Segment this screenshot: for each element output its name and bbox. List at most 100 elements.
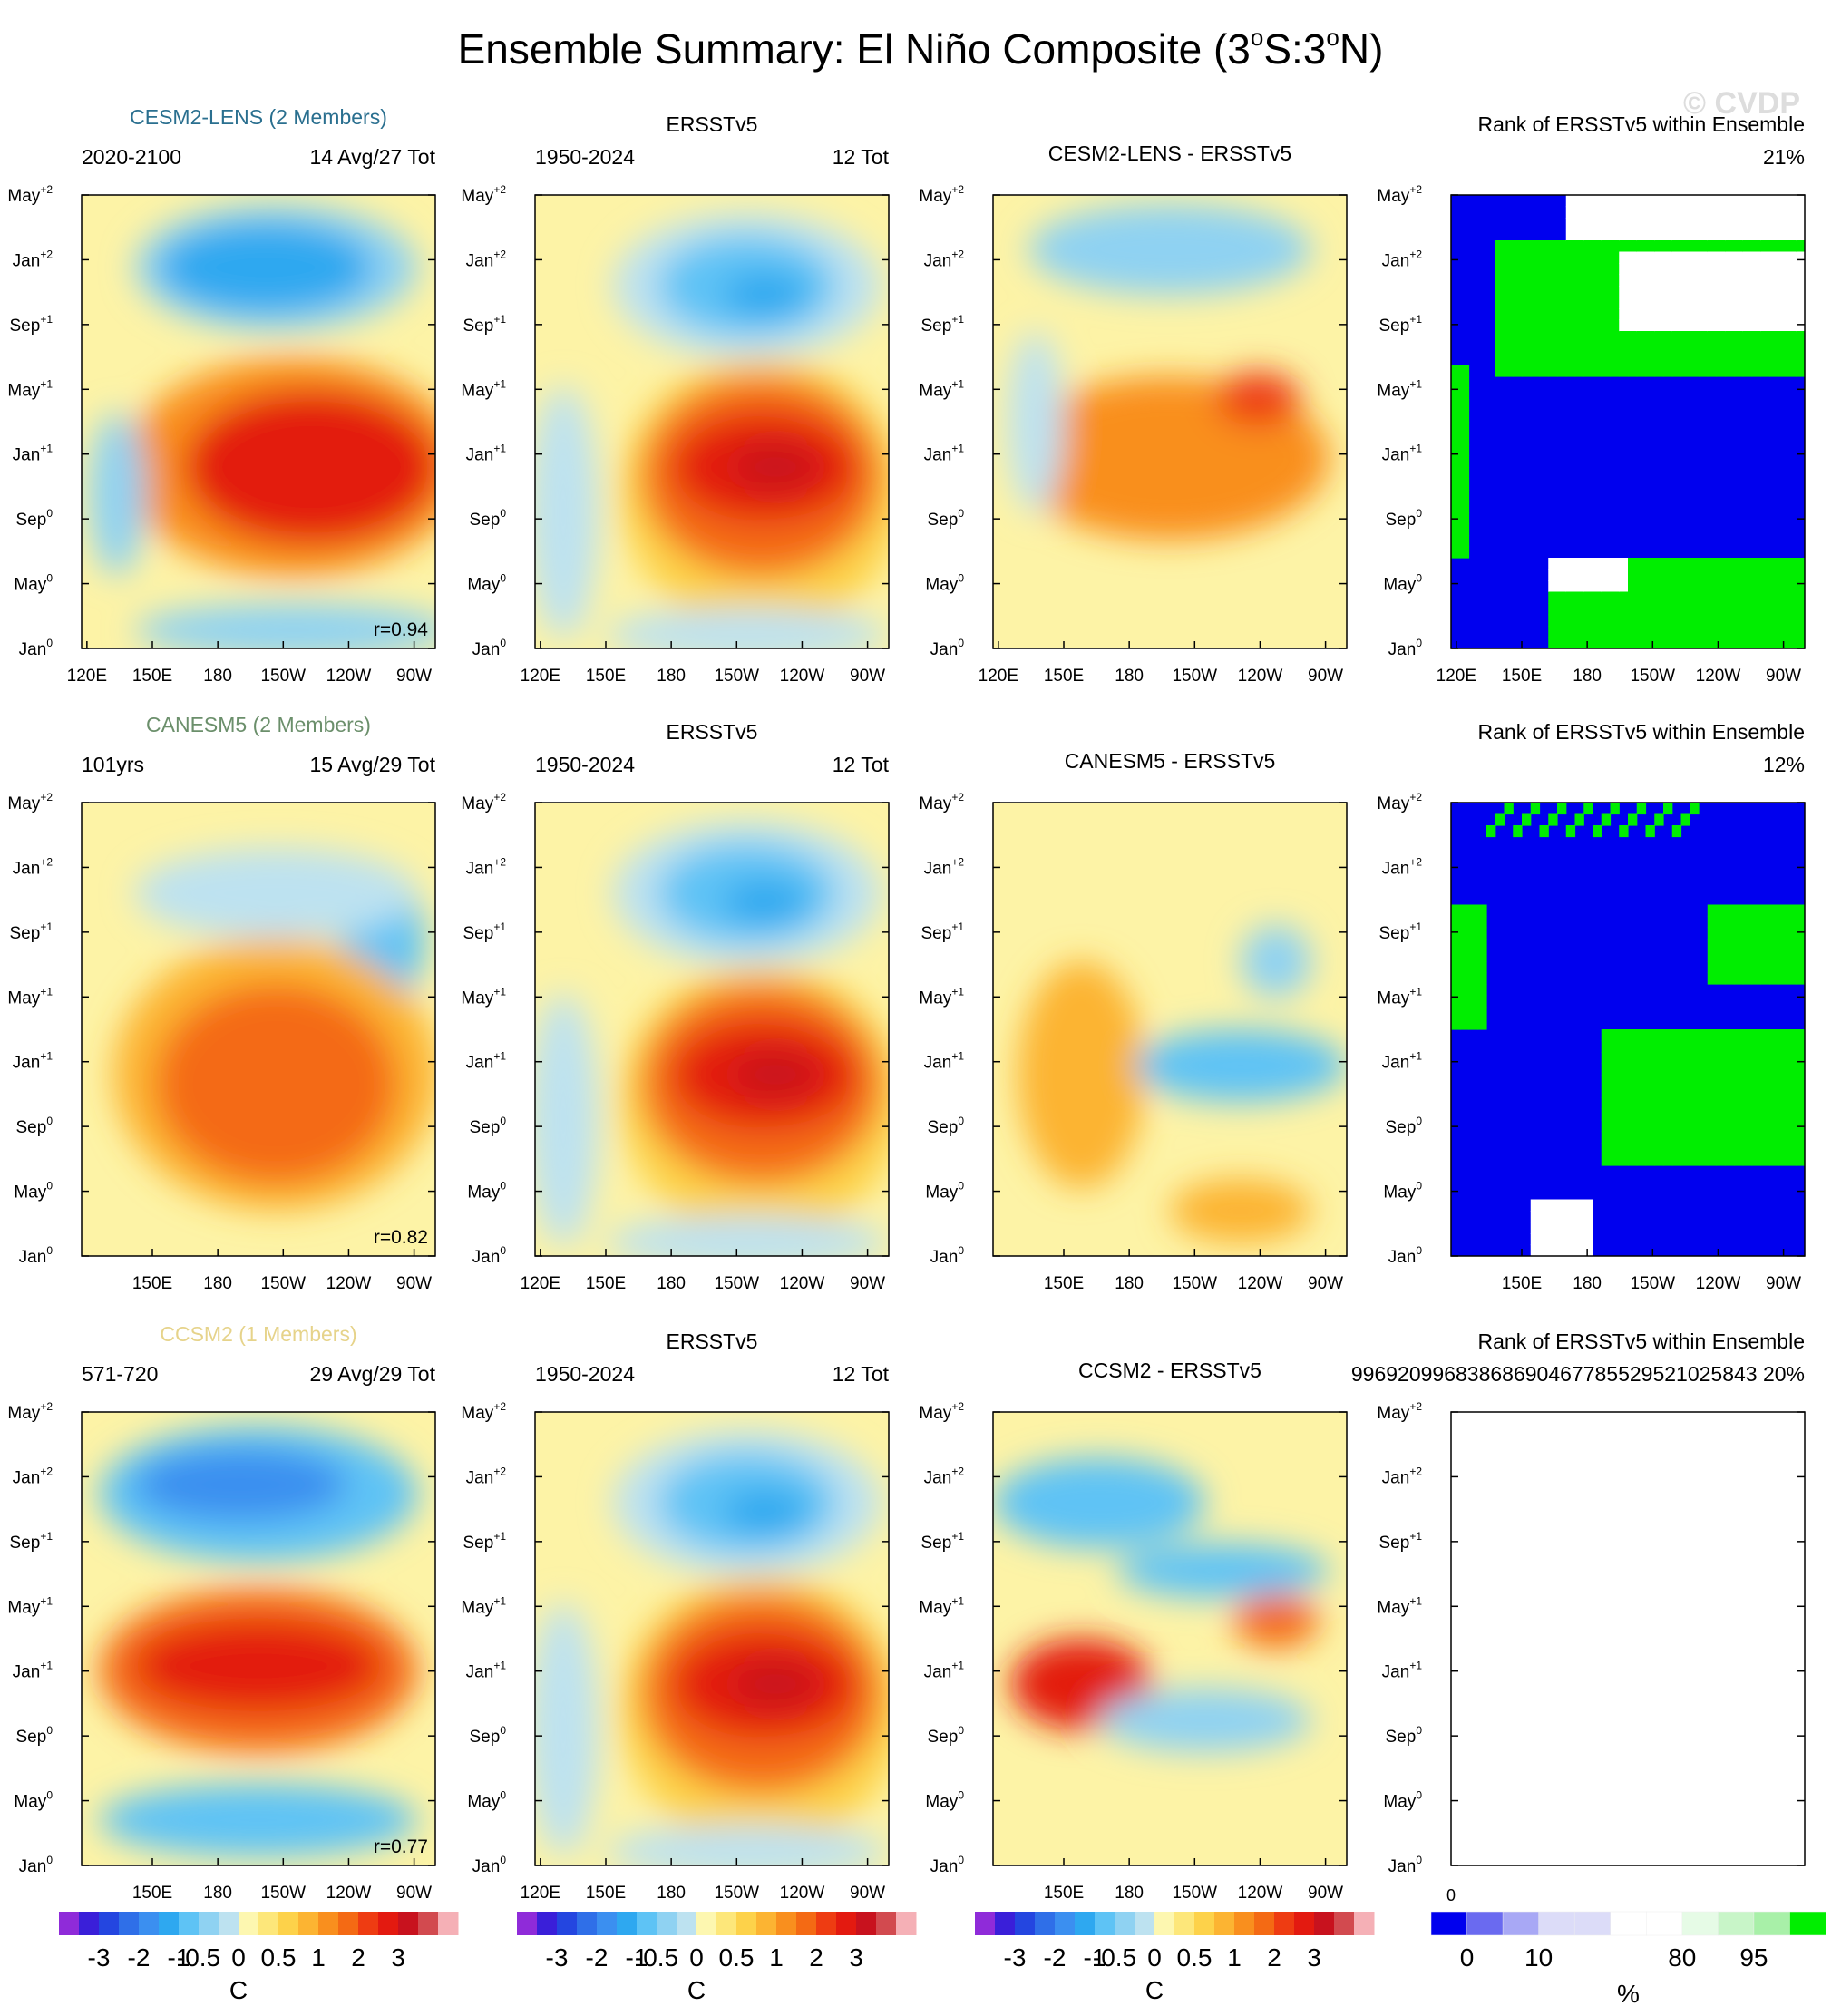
x-tick-label: 90W [396, 1274, 432, 1293]
y-tick-label: Jan+1 [924, 1660, 965, 1682]
colorbar-label: 1 [1227, 1943, 1242, 1972]
y-tick-label: Sep+1 [463, 920, 507, 943]
colorbar-label: 1 [769, 1943, 784, 1972]
colorbar-swatch [1753, 1911, 1791, 1936]
x-tick-label: 150W [714, 1884, 759, 1903]
y-tick-label: May+2 [461, 183, 506, 206]
y-tick-label: Sep+1 [463, 1530, 507, 1553]
x-tick-label: 90W [850, 1884, 885, 1903]
y-tick-label: May0 [925, 572, 964, 595]
x-tick-label: 120W [326, 667, 372, 686]
y-tick-label: Jan0 [930, 1854, 965, 1876]
y-tick-label: May+2 [7, 791, 53, 813]
x-tick-label: 150E [132, 1884, 172, 1903]
y-tick-label: May+1 [461, 985, 506, 1008]
y-tick-label: May0 [467, 1789, 506, 1812]
obs-count: 12 Tot [833, 145, 890, 169]
x-tick-label: 120W [326, 1274, 372, 1293]
x-tick-label: 90W [396, 1884, 432, 1903]
y-tick-label: Jan+1 [924, 443, 965, 465]
x-tick-label: 120E [521, 1884, 560, 1903]
colorbar-swatch [418, 1912, 439, 1935]
colorbar-label: 95 [1739, 1943, 1768, 1972]
y-tick-label: Jan0 [472, 637, 507, 659]
y-tick-label: May+1 [461, 377, 506, 400]
x-tick-label: 180 [1573, 1274, 1602, 1293]
y-tick-label: Jan0 [930, 1244, 965, 1267]
x-tick-label: 90W [1308, 667, 1343, 686]
x-tick-label: 90W [1766, 667, 1801, 686]
y-tick-label: May+1 [7, 985, 53, 1008]
colorbar-label: 3 [391, 1943, 405, 1972]
y-tick-label: Sep0 [16, 1115, 54, 1137]
y-tick-label: Jan+2 [1382, 1465, 1423, 1487]
colorbar-swatch [1194, 1912, 1215, 1935]
colorbar-swatch [1075, 1912, 1096, 1935]
panel-border [534, 1411, 890, 1866]
colorbar-swatch [1538, 1911, 1575, 1936]
colorbar-unit: C [229, 1976, 248, 2004]
model-name: CCSM2 (1 Members) [160, 1322, 356, 1346]
y-tick-label: Sep+1 [1379, 313, 1423, 336]
y-tick-label: May+2 [919, 791, 964, 813]
colorbar-label: -1 [1084, 1943, 1106, 1972]
panel-rank-3: May+2 Jan+2 Sep+1 May+1 Jan+1 Sep0 May0 Jan0 Ran… [1351, 1329, 1806, 1876]
y-tick-label: May+2 [919, 183, 964, 206]
colorbar-label: 0.5 [261, 1943, 297, 1972]
rank-colorbar: 0 10 80 95% 0 [1430, 1886, 1826, 2008]
y-tick-label: Jan0 [930, 637, 965, 659]
colorbar-label: 0.5 [719, 1943, 755, 1972]
contour-field [82, 195, 435, 648]
colorbar-swatch [816, 1912, 837, 1935]
obs-title: ERSSTv5 [667, 720, 758, 744]
y-tick-label: Sep0 [16, 507, 54, 530]
y-tick-label: May+1 [919, 985, 964, 1008]
x-tick-label: 180 [203, 1884, 232, 1903]
y-tick-label: Sep0 [16, 1724, 54, 1747]
y-tick-label: May0 [14, 1180, 53, 1203]
colorbar-swatch [1154, 1912, 1175, 1935]
diff-title: CCSM2 - ERSSTv5 [1078, 1359, 1261, 1382]
y-tick-label: Jan+2 [13, 248, 54, 270]
y-tick-label: May0 [1383, 572, 1422, 595]
y-tick-label: May0 [925, 1789, 964, 1812]
y-tick-label: Sep0 [1386, 1724, 1423, 1747]
y-tick-label: Sep+1 [921, 1530, 965, 1553]
colorbar-swatch [896, 1912, 917, 1935]
y-tick-label: May0 [925, 1180, 964, 1203]
contour-field [993, 803, 1347, 1256]
panel-obs-3: May+2 Jan+2 Sep+1 May+1 Jan+1 Sep0 May0 Jan0 120… [461, 1329, 890, 1903]
colorbar-label: 1 [311, 1943, 326, 1972]
colorbar-label: -3 [1004, 1943, 1027, 1972]
contour-field [535, 195, 889, 648]
y-tick-label: Jan+2 [924, 248, 965, 270]
x-tick-label: 120W [1696, 667, 1741, 686]
panel-border [534, 194, 890, 649]
y-tick-label: May+1 [7, 377, 53, 400]
panel-diff-1: May+2 Jan+2 Sep+1 May+1 Jan+1 Sep0 May0 Jan0 120… [919, 141, 1348, 686]
colorbar-swatch [1294, 1912, 1315, 1935]
contour-field [993, 195, 1347, 648]
y-tick-label: Jan+2 [13, 855, 54, 878]
pattern-correlation: r=0.82 [374, 1227, 428, 1248]
colorbar-swatch [677, 1912, 697, 1935]
colorbar-swatch [876, 1912, 897, 1935]
colorbar-label: 2 [1267, 1943, 1281, 1972]
x-tick-label: 150W [260, 1274, 306, 1293]
y-tick-label: Sep+1 [1379, 920, 1423, 943]
model-name: CANESM5 (2 Members) [146, 713, 371, 736]
y-tick-label: Jan+1 [1382, 1660, 1423, 1682]
sst-colorbar-2: -3 -2 -1-0.5 0 0.5 1 2 3 C [517, 1912, 917, 2004]
colorbar-swatch [59, 1912, 80, 1935]
colorbar-label: 0 [689, 1943, 704, 1972]
x-tick-label: 150W [260, 667, 306, 686]
y-tick-label: May0 [1383, 1789, 1422, 1812]
colorbar-swatch [776, 1912, 797, 1935]
obs-count: 12 Tot [833, 1362, 890, 1386]
colorbar-label: -2 [128, 1943, 151, 1972]
y-tick-label: May0 [1383, 1180, 1422, 1203]
colorbar-label: -0.5 [1093, 1943, 1136, 1972]
x-tick-label: 150E [586, 667, 626, 686]
y-tick-label: Sep+1 [10, 920, 54, 943]
x-tick-label: 150W [1630, 1274, 1675, 1293]
